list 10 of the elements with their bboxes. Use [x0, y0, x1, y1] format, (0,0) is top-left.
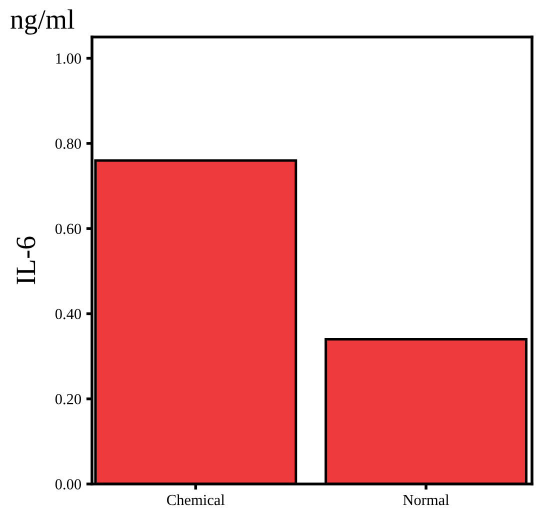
y-tick-label: 0.00 — [55, 479, 81, 490]
y-axis-title: IL-6 — [16, 236, 36, 284]
x-tick-label: Chemical — [167, 494, 225, 506]
y-tick-label: 0.80 — [55, 138, 81, 149]
y-tick-label: 0.40 — [55, 308, 81, 320]
y-tick-label: 0.60 — [55, 224, 81, 234]
y-tick-label: 1.00 — [56, 53, 81, 64]
y-tick-label: 0.20 — [55, 394, 81, 404]
text: ng/ml — [10, 9, 74, 35]
x-tick-label: Normal — [403, 494, 450, 506]
